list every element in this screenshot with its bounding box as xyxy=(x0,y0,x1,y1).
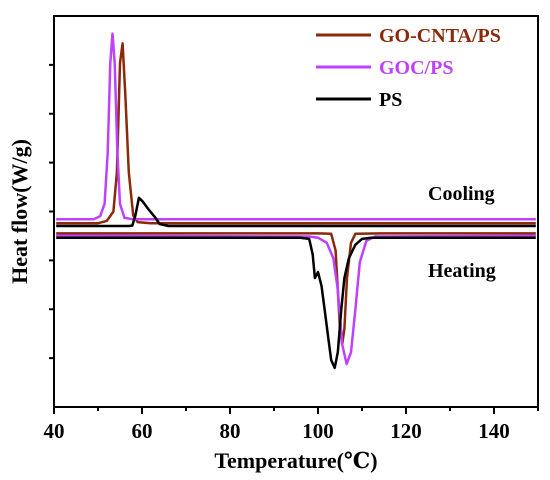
x-tick-label: 120 xyxy=(390,419,422,443)
x-tick-label: 100 xyxy=(302,419,334,443)
x-tick-label: 80 xyxy=(220,419,241,443)
series-line-0-heating xyxy=(56,232,536,346)
legend-label: PS xyxy=(379,89,402,111)
series-line-1-heating xyxy=(56,234,536,366)
series-line-0-cooling xyxy=(56,42,536,225)
plot-lines xyxy=(56,32,536,370)
legend-label: GO-CNTA/PS xyxy=(379,25,501,47)
x-axis-ticks: 40 60 80 100 120 140 xyxy=(44,407,539,443)
x-tick-label: 40 xyxy=(44,419,65,443)
annotation-heating: Heating xyxy=(428,260,496,282)
x-tick-label: 60 xyxy=(132,419,153,443)
plot-frame xyxy=(53,15,539,408)
y-axis-ticks xyxy=(49,63,54,360)
y-axis-label: Heat flow(W/g) xyxy=(7,139,32,284)
series-line-1-cooling xyxy=(56,32,536,221)
series-line-2-cooling xyxy=(56,196,536,228)
x-tick-label: 140 xyxy=(478,419,510,443)
legend: GO-CNTA/PS GOC/PS PS xyxy=(316,25,501,111)
annotation-cooling: Cooling xyxy=(428,183,495,205)
legend-label: GOC/PS xyxy=(379,57,453,79)
x-axis-label: Temperature(℃) xyxy=(214,448,377,473)
series-line-2-heating xyxy=(56,236,536,370)
